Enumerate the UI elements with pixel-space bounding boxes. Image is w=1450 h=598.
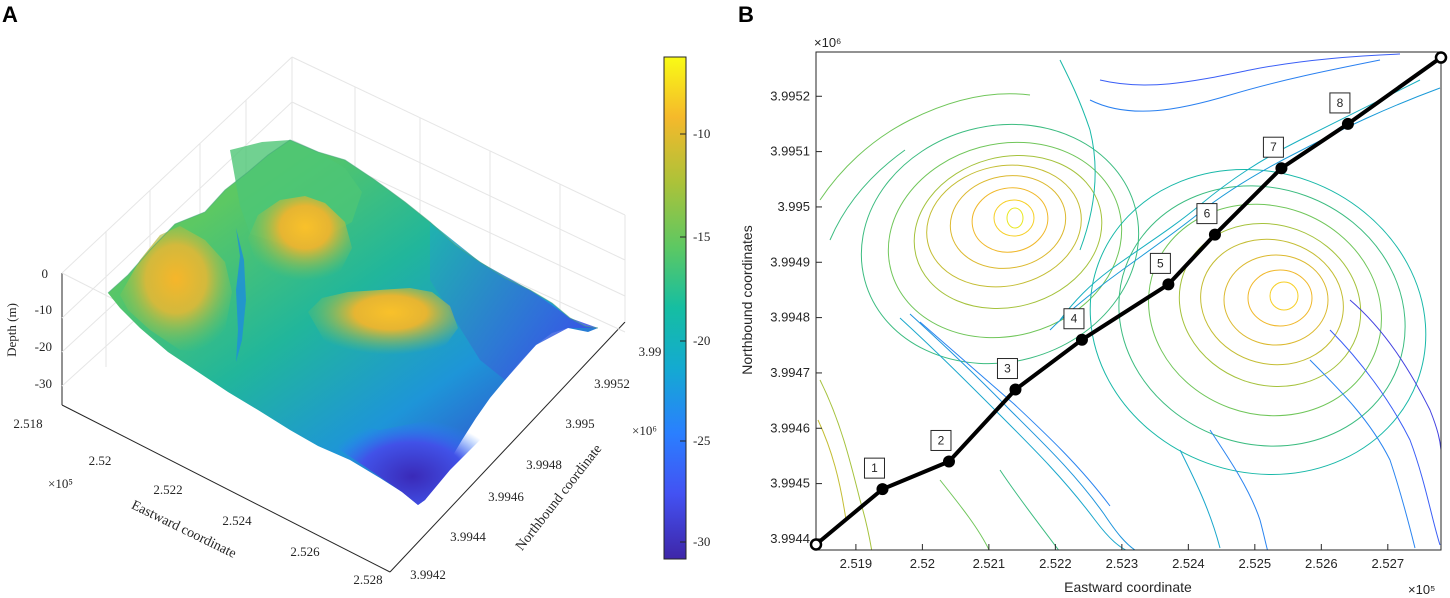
b-y-exponent-label: ×10⁶	[814, 35, 841, 50]
transect-point-label-box	[930, 429, 952, 451]
colorbar-tick-label: -20	[693, 333, 710, 348]
x-tick-label: 2.518	[13, 416, 42, 431]
panel-a-colorbar: -10 -15 -20 -25 -30	[663, 56, 710, 560]
transect-point-label-box	[996, 358, 1018, 380]
z-tick-label: -30	[35, 376, 52, 391]
z-axis-label: Depth (m)	[4, 303, 19, 357]
colorbar-tick-label: -10	[693, 126, 710, 141]
panel-a-surface	[107, 139, 599, 505]
transect-point-label-box	[1329, 92, 1351, 114]
b-x-exponent-label: ×10⁵	[1408, 582, 1435, 597]
b-x-axis-label: Eastward coordinate	[1064, 579, 1192, 595]
transect-point-label: 1	[871, 461, 878, 475]
b-y-tick-label: 3.995	[777, 199, 810, 214]
transect-point	[1009, 383, 1022, 396]
x-tick-label: 2.524	[222, 513, 252, 528]
transect-point-label: 6	[1204, 207, 1211, 221]
colorbar-tick-label: -25	[693, 433, 710, 448]
b-x-tick-label: 2.52	[910, 556, 935, 571]
transect-point	[942, 455, 955, 468]
transect-point	[1275, 162, 1288, 175]
b-y-tick-label: 3.9948	[770, 310, 810, 325]
b-y-tick-label: 3.9944	[770, 531, 810, 546]
b-x-tick-label: 2.526	[1305, 556, 1338, 571]
b-y-tick-label: 3.9951	[770, 144, 810, 159]
b-x-tick-label: 2.524	[1172, 556, 1205, 571]
transect-end-marker	[1434, 51, 1448, 64]
b-x-tick-label: 2.525	[1239, 556, 1272, 571]
transect-line	[814, 55, 1443, 547]
colorbar-tick-label: -15	[693, 229, 710, 244]
panel-a-axes-box	[61, 273, 626, 573]
y-tick-label: 3.99	[639, 344, 662, 359]
x-exponent-label: ×10⁵	[48, 476, 73, 491]
y-tick-label: 3.995	[565, 416, 594, 431]
y-tick-label: 3.9952	[594, 376, 630, 391]
y-tick-label: 3.9946	[488, 489, 524, 504]
z-tick-label: -20	[35, 339, 52, 354]
transect-point	[1341, 117, 1354, 130]
panel-b-transect: 1 2 3 4 5 6 7 8	[809, 51, 1448, 551]
x-tick-label: 2.522	[153, 482, 182, 497]
transect-point-label: 4	[1071, 312, 1078, 326]
transect-point	[1208, 228, 1221, 241]
b-x-tick-label: 2.527	[1372, 556, 1405, 571]
b-y-tick-label: 3.9952	[770, 88, 810, 103]
y-tick-label: 3.9942	[410, 567, 446, 582]
transect-point	[1162, 278, 1175, 291]
transect-start-marker	[809, 538, 823, 551]
x-tick-label: 2.526	[290, 544, 320, 559]
b-y-tick-label: 3.9949	[770, 254, 810, 269]
panel-b-letter: B	[738, 2, 754, 27]
colorbar-tick-label: -30	[693, 534, 710, 549]
x-tick-label: 2.528	[353, 572, 382, 587]
transect-point-label-box	[1063, 308, 1085, 330]
panel-b-axes-box	[815, 51, 1442, 551]
b-y-tick-label: 3.9947	[770, 365, 810, 380]
transect-point	[876, 483, 889, 496]
x-tick-label: 2.52	[89, 453, 112, 468]
b-y-tick-label: 3.9945	[770, 476, 810, 491]
y-tick-label: 3.9944	[450, 529, 486, 544]
z-tick-label: 0	[42, 266, 49, 281]
y-exponent-label: ×10⁶	[632, 423, 657, 438]
panel-a-letter: A	[2, 2, 18, 27]
panel-b-y-ticks: 3.9944 3.9945 3.9946 3.9947 3.9948 3.9949 3.99…	[770, 88, 822, 546]
transect-point-label-box	[1149, 252, 1171, 274]
transect-point-label: 5	[1157, 256, 1164, 270]
b-x-tick-label: 2.519	[840, 556, 873, 571]
transect-point-label: 2	[938, 433, 945, 447]
transect-point-label: 7	[1270, 140, 1277, 154]
transect-point-label: 8	[1337, 96, 1344, 110]
b-x-tick-label: 2.523	[1106, 556, 1139, 571]
transect-point-label-box	[1262, 136, 1284, 158]
b-x-tick-label: 2.522	[1039, 556, 1072, 571]
b-y-tick-label: 3.9946	[770, 420, 810, 435]
z-tick-label: -10	[35, 302, 52, 317]
x-axis-label: Eastward coordinate	[129, 498, 239, 562]
y-tick-label: 3.9948	[526, 457, 562, 472]
b-x-tick-label: 2.521	[973, 556, 1006, 571]
panel-b-x-ticks: 2.519 2.52 2.521 2.522 2.523 2.524 2.525 2.526 2…	[840, 544, 1404, 571]
b-y-axis-label: Northbound coordinates	[739, 225, 755, 374]
transect-point-label-box	[863, 457, 885, 479]
transect-point-label-box	[1196, 203, 1218, 225]
transect-point	[1075, 333, 1088, 346]
transect-point-label: 3	[1004, 362, 1011, 376]
